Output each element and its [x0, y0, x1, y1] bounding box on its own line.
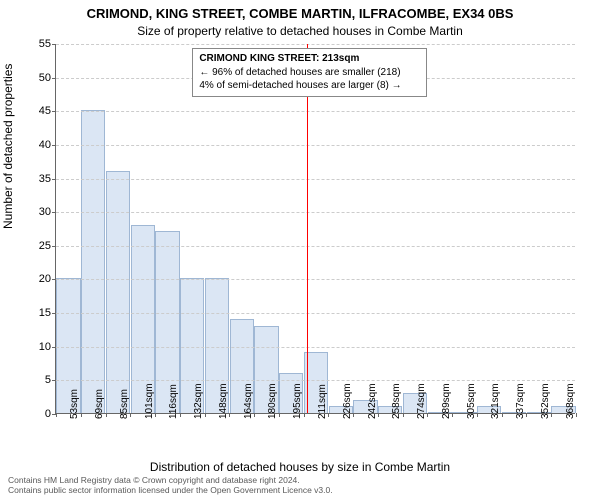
x-tick-label: 195sqm [292, 383, 303, 419]
plot-area: 53sqm69sqm85sqm101sqm116sqm132sqm148sqm1… [55, 44, 575, 414]
bars-layer [56, 44, 575, 413]
x-tick-mark [427, 413, 428, 417]
y-tick-mark [52, 212, 56, 213]
y-tick-mark [52, 279, 56, 280]
histogram-chart: CRIMOND, KING STREET, COMBE MARTIN, ILFR… [0, 0, 600, 500]
grid-line [56, 313, 575, 314]
grid-line [56, 44, 575, 45]
y-tick-mark [52, 179, 56, 180]
x-tick-label: 116sqm [168, 384, 179, 419]
x-tick-mark [205, 413, 206, 417]
y-tick-mark [52, 111, 56, 112]
x-tick-mark [378, 413, 379, 417]
y-tick-mark [52, 44, 56, 45]
x-tick-label: 242sqm [367, 383, 378, 419]
x-tick-mark [130, 413, 131, 417]
x-tick-mark [576, 413, 577, 417]
bar [106, 171, 130, 413]
y-tick-label: 5 [21, 374, 51, 386]
x-tick-label: 180sqm [267, 383, 278, 419]
grid-line [56, 179, 575, 180]
x-tick-mark [81, 413, 82, 417]
footer-line-2: Contains public sector information licen… [8, 485, 333, 496]
y-tick-mark [52, 347, 56, 348]
x-tick-label: 305sqm [466, 383, 477, 419]
x-tick-label: 258sqm [391, 383, 402, 419]
marker-line [307, 44, 308, 413]
x-tick-label: 101sqm [144, 383, 155, 419]
footer-attribution: Contains HM Land Registry data © Crown c… [8, 475, 333, 496]
chart-title-primary: CRIMOND, KING STREET, COMBE MARTIN, ILFR… [0, 6, 600, 21]
y-axis-label: Number of detached properties [1, 64, 15, 229]
x-tick-label: 69sqm [94, 389, 105, 419]
x-tick-mark [279, 413, 280, 417]
footer-line-1: Contains HM Land Registry data © Crown c… [8, 475, 333, 486]
x-tick-mark [353, 413, 354, 417]
x-tick-mark [56, 413, 57, 417]
x-tick-label: 321sqm [490, 383, 501, 419]
y-tick-label: 40 [21, 139, 51, 151]
x-tick-mark [502, 413, 503, 417]
x-tick-mark [229, 413, 230, 417]
x-tick-label: 368sqm [565, 383, 576, 419]
y-tick-mark [52, 78, 56, 79]
grid-line [56, 347, 575, 348]
x-tick-mark [155, 413, 156, 417]
x-tick-label: 148sqm [218, 383, 229, 419]
y-tick-label: 20 [21, 273, 51, 285]
x-tick-label: 164sqm [243, 383, 254, 419]
x-tick-label: 352sqm [540, 383, 551, 419]
y-tick-label: 45 [21, 105, 51, 117]
x-tick-label: 226sqm [342, 383, 353, 419]
y-tick-label: 25 [21, 240, 51, 252]
x-tick-mark [452, 413, 453, 417]
grid-line [56, 111, 575, 112]
x-tick-mark [403, 413, 404, 417]
grid-line [56, 212, 575, 213]
x-tick-label: 132sqm [193, 383, 204, 419]
y-tick-mark [52, 313, 56, 314]
y-tick-label: 35 [21, 173, 51, 185]
annotation-box: CRIMOND KING STREET: 213sqm← 96% of deta… [192, 48, 427, 97]
grid-line [56, 246, 575, 247]
x-tick-label: 337sqm [515, 383, 526, 419]
y-tick-label: 50 [21, 72, 51, 84]
x-tick-mark [180, 413, 181, 417]
x-tick-mark [304, 413, 305, 417]
x-tick-label: 53sqm [69, 389, 80, 419]
x-tick-label: 274sqm [416, 383, 427, 419]
x-tick-label: 85sqm [119, 389, 130, 419]
y-tick-label: 15 [21, 307, 51, 319]
y-tick-label: 10 [21, 341, 51, 353]
y-tick-mark [52, 246, 56, 247]
chart-title-secondary: Size of property relative to detached ho… [0, 24, 600, 38]
x-tick-mark [551, 413, 552, 417]
y-tick-mark [52, 380, 56, 381]
x-tick-mark [254, 413, 255, 417]
grid-line [56, 145, 575, 146]
y-tick-mark [52, 145, 56, 146]
x-axis-label: Distribution of detached houses by size … [0, 460, 600, 474]
y-tick-label: 30 [21, 206, 51, 218]
x-tick-mark [477, 413, 478, 417]
grid-line [56, 380, 575, 381]
annotation-line-1: CRIMOND KING STREET: 213sqm [199, 52, 420, 66]
x-tick-mark [526, 413, 527, 417]
x-tick-label: 289sqm [441, 383, 452, 419]
y-tick-label: 0 [21, 408, 51, 420]
x-tick-mark [106, 413, 107, 417]
y-tick-label: 55 [21, 38, 51, 50]
x-tick-mark [328, 413, 329, 417]
annotation-line-3: 4% of semi-detached houses are larger (8… [199, 79, 420, 93]
bar [81, 110, 105, 413]
grid-line [56, 279, 575, 280]
x-tick-label: 211sqm [317, 384, 328, 419]
annotation-line-2: ← 96% of detached houses are smaller (21… [199, 66, 420, 80]
